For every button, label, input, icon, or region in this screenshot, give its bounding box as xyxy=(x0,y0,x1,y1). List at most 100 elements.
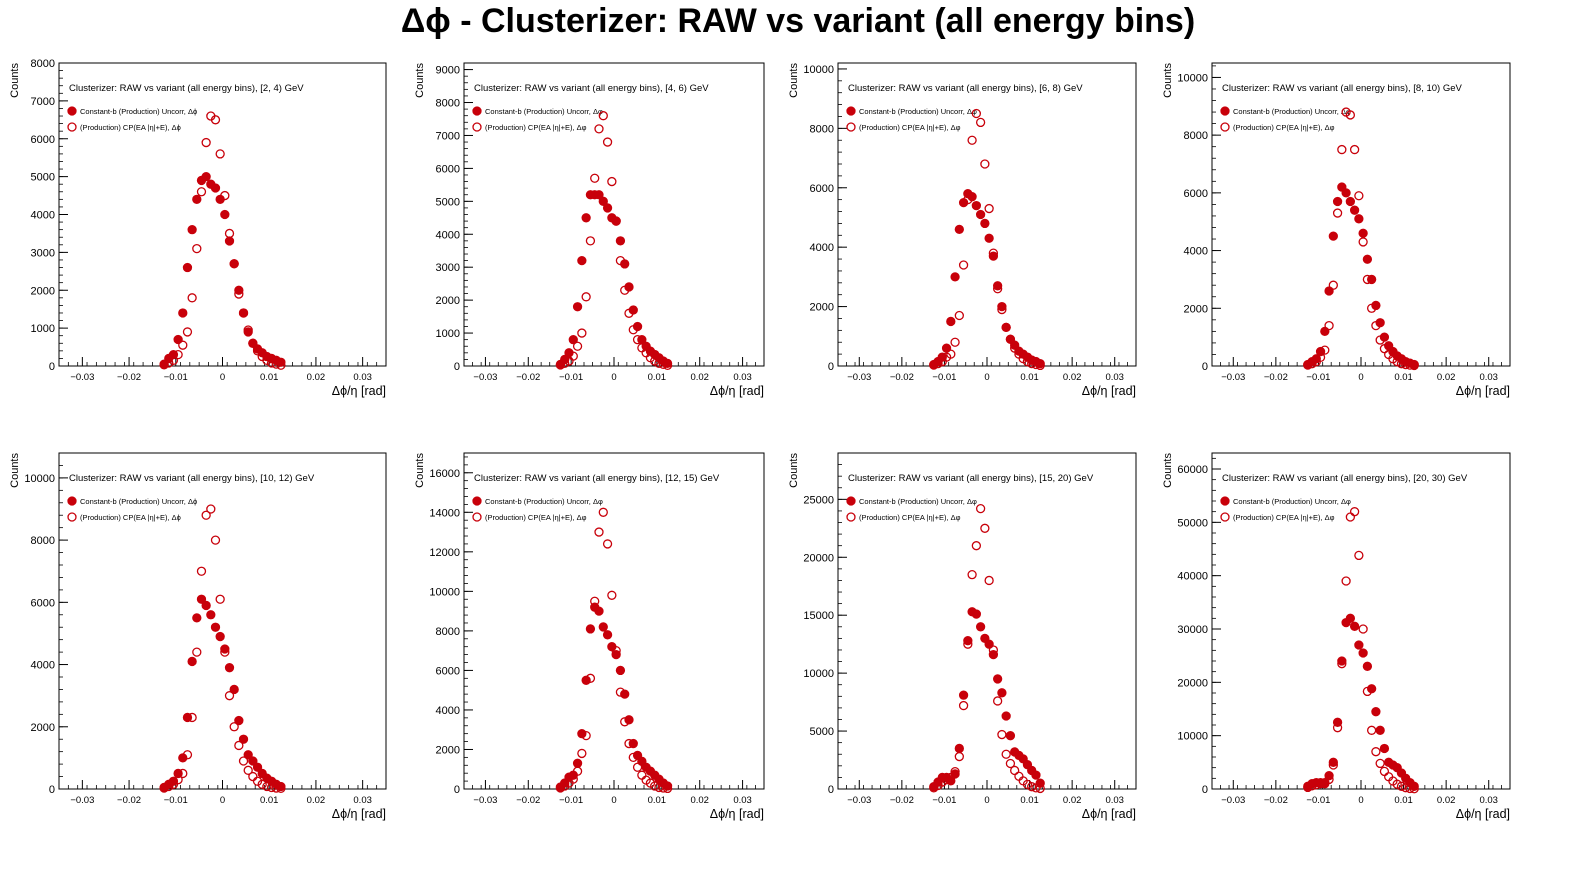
data-point-open xyxy=(1358,237,1368,247)
x-tick-label: 0.01 xyxy=(260,372,279,383)
x-axis-title: Δϕ/η [rad] xyxy=(1456,384,1510,398)
x-tick-label: 0.02 xyxy=(1437,372,1456,383)
data-point-filled xyxy=(234,715,244,726)
data-point-open xyxy=(967,570,977,580)
data-point-open xyxy=(598,507,608,517)
y-tick-label: 4000 xyxy=(31,660,55,672)
data-point-open xyxy=(224,228,235,239)
y-tick-label: 60000 xyxy=(1177,464,1208,476)
data-point-open xyxy=(206,504,216,514)
data-point-filled xyxy=(1366,684,1377,694)
data-point-filled xyxy=(946,776,956,786)
x-tick-label: −0.03 xyxy=(1221,795,1245,806)
data-point-open xyxy=(967,135,977,145)
x-tick-label: −0.02 xyxy=(1264,372,1288,383)
data-point-filled xyxy=(602,203,613,213)
legend-entry: Constant-b (Production) Uncorr, Δφ xyxy=(1233,497,1351,506)
data-point-filled xyxy=(607,642,617,652)
x-tick-label: 0 xyxy=(611,795,616,806)
data-point-filled xyxy=(632,321,643,332)
y-tick-label: 6000 xyxy=(31,134,55,146)
legend-marker-open xyxy=(1220,122,1230,132)
data-point-open xyxy=(210,115,221,125)
data-point-open xyxy=(1396,781,1407,791)
y-tick-label: 20000 xyxy=(1177,677,1208,689)
y-tick-label: 4000 xyxy=(31,210,55,222)
x-tick-label: 0.01 xyxy=(1020,795,1039,806)
data-point-filled xyxy=(1379,332,1390,342)
chart-panel-2: −0.03 −0.02 −0.01 0 0.01 0.02 0.03 0 1000 2000 300… xyxy=(414,62,765,398)
data-point-filled xyxy=(1354,640,1364,650)
data-point-open xyxy=(602,137,613,147)
data-point-open xyxy=(215,594,225,604)
x-tick-label: −0.01 xyxy=(164,795,188,806)
y-tick-label: 15000 xyxy=(803,610,834,622)
legend-entry: Constant-b (Production) Uncorr, Δφ xyxy=(485,497,603,506)
x-tick-label: 0 xyxy=(220,372,225,383)
data-point-filled xyxy=(997,688,1007,698)
data-point-open xyxy=(1332,208,1343,218)
legend-entry: Constant-b (Production) Uncorr, Δφ xyxy=(485,107,603,116)
data-point-filled xyxy=(229,684,239,695)
y-tick-label: 2000 xyxy=(1184,303,1208,315)
data-point-filled xyxy=(1332,717,1343,727)
x-tick-label: −0.02 xyxy=(1264,795,1288,806)
data-point-open xyxy=(602,539,613,549)
data-point-open xyxy=(248,771,258,782)
legend-marker-open xyxy=(846,512,856,522)
data-point-open xyxy=(252,776,263,786)
data-point-open xyxy=(192,243,202,254)
x-tick-label: −0.02 xyxy=(890,372,914,383)
data-point-filled xyxy=(950,769,960,779)
y-tick-label: 10000 xyxy=(803,64,834,76)
x-tick-label: −0.03 xyxy=(70,795,94,806)
data-point-filled xyxy=(975,622,986,632)
y-tick-label: 40000 xyxy=(1177,571,1208,583)
y-tick-label: 10000 xyxy=(24,473,55,485)
data-point-filled xyxy=(234,285,244,295)
x-tick-label: −0.01 xyxy=(164,372,188,383)
x-tick-label: 0.03 xyxy=(1105,372,1124,383)
data-point-open xyxy=(1337,144,1347,155)
data-point-filled xyxy=(1379,743,1390,754)
legend-marker-open xyxy=(846,122,856,132)
figure-title: Δϕ - Clusterizer: RAW vs variant (all en… xyxy=(400,2,1196,40)
data-point-open xyxy=(1366,725,1377,735)
data-point-filled xyxy=(201,600,211,611)
x-tick-label: 0.02 xyxy=(690,795,709,806)
data-point-open xyxy=(215,149,225,159)
panel-title: Clusterizer: RAW vs variant (all energy … xyxy=(848,83,1083,94)
legend-entry: Constant-b (Production) Uncorr, Δφ xyxy=(859,497,977,506)
data-point-filled xyxy=(988,649,999,660)
y-tick-label: 4000 xyxy=(810,242,834,254)
x-tick-label: −0.02 xyxy=(117,795,141,806)
y-tick-label: 2000 xyxy=(810,302,834,314)
data-point-filled xyxy=(215,194,225,205)
y-tick-label: 25000 xyxy=(803,494,834,506)
x-tick-label: 0.02 xyxy=(1063,795,1082,806)
data-point-filled xyxy=(206,610,216,620)
data-point-filled xyxy=(624,282,634,292)
y-tick-label: 9000 xyxy=(436,65,460,77)
data-point-open xyxy=(958,260,969,270)
data-point-filled xyxy=(1324,771,1334,781)
legend-entry: (Production) CP(EA |η|+E), Δϕ xyxy=(80,513,181,522)
data-point-open xyxy=(958,700,969,711)
y-axis-title: Counts xyxy=(1162,63,1174,98)
y-tick-label: 14000 xyxy=(429,507,460,519)
data-point-open xyxy=(577,748,587,759)
x-axis-title: Δϕ/η [rad] xyxy=(1082,807,1136,821)
legend-entry: (Production) CP(EA |η|+E), Δφ xyxy=(485,123,587,132)
panel-title: Clusterizer: RAW vs variant (all energy … xyxy=(474,83,709,94)
data-point-filled xyxy=(1375,318,1385,328)
data-point-filled xyxy=(1035,358,1045,369)
data-point-open xyxy=(971,108,982,119)
data-point-filled xyxy=(954,743,964,754)
x-tick-label: 0 xyxy=(1358,795,1363,806)
data-point-filled xyxy=(572,302,583,312)
x-tick-label: −0.02 xyxy=(516,372,540,383)
data-point-filled xyxy=(988,251,999,261)
chart-panel-7: −0.03 −0.02 −0.01 0 0.01 0.02 0.03 0 5000 10000 15… xyxy=(788,452,1137,821)
data-point-filled xyxy=(1362,254,1373,264)
